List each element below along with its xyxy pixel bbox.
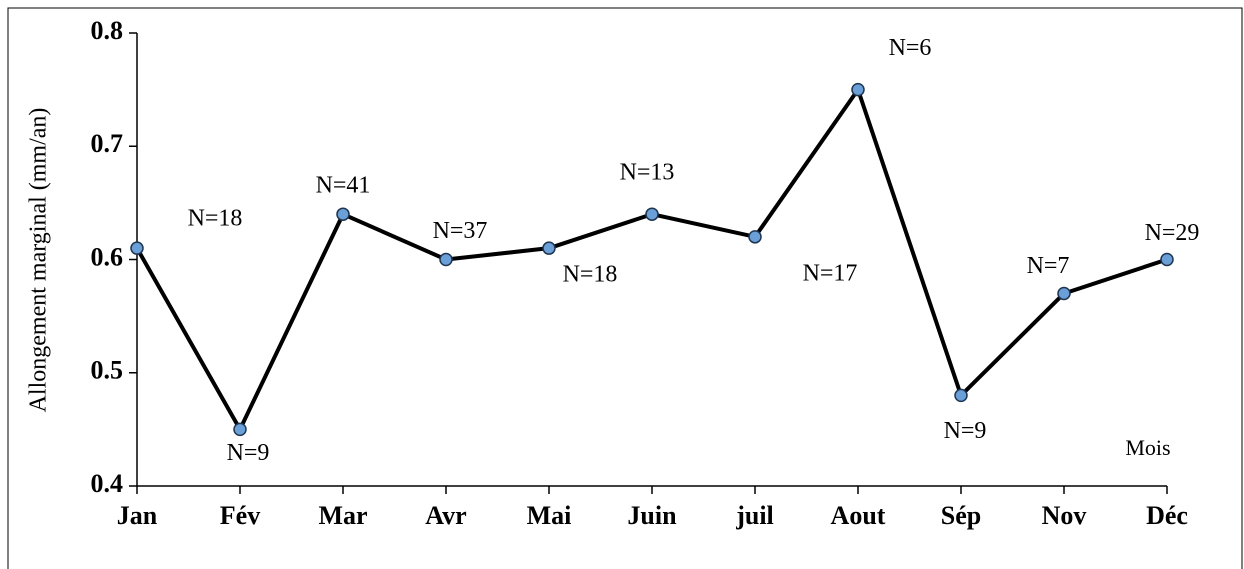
y-tick-label: 0.6 — [91, 242, 124, 271]
point-annotation: N=18 — [563, 262, 618, 288]
data-point — [954, 388, 968, 403]
point-annotation: N=13 — [620, 160, 675, 186]
data-point — [130, 241, 144, 255]
data-point — [1160, 252, 1174, 267]
x-tick-label: Sép — [941, 501, 981, 530]
data-point — [1057, 286, 1071, 301]
point-annotation: N=17 — [803, 260, 858, 286]
x-tick-label: Déc — [1146, 501, 1188, 530]
data-point — [645, 207, 659, 221]
data-point — [439, 252, 453, 267]
point-annotation: N=6 — [889, 35, 932, 61]
x-tick-label: Aout — [831, 501, 886, 530]
point-annotation: N=9 — [944, 418, 987, 444]
x-tick-label: Jan — [117, 501, 158, 530]
point-annotation: N=18 — [188, 206, 243, 232]
point-annotation: N=7 — [1027, 253, 1070, 279]
point-annotation: N=29 — [1145, 220, 1200, 246]
data-point — [233, 422, 247, 437]
data-point — [542, 241, 556, 255]
data-point — [851, 82, 865, 97]
x-tick-label: Nov — [1042, 501, 1087, 530]
x-tick-label: Mai — [527, 501, 572, 530]
data-point — [748, 230, 762, 244]
frame — [7, 7, 1243, 569]
x-tick-label: juil — [735, 501, 774, 530]
x-axis-label: Mois — [1125, 435, 1170, 460]
y-tick-label: 0.5 — [91, 356, 124, 385]
x-tick-label: Juin — [627, 501, 677, 530]
y-tick-label: 0.7 — [91, 129, 124, 158]
data-point — [336, 207, 350, 221]
point-annotation: N=41 — [316, 173, 371, 199]
x-tick-label: Avr — [425, 501, 466, 530]
y-tick-label: 0.8 — [91, 16, 124, 45]
y-tick-label: 0.4 — [91, 469, 124, 498]
point-annotation: N=9 — [227, 440, 270, 466]
x-tick-label: Mar — [318, 501, 367, 530]
y-axis-label: Allongement marginal (mm/an) — [26, 108, 52, 413]
point-annotation: N=37 — [433, 218, 488, 244]
x-tick-label: Fév — [220, 501, 260, 530]
data-line — [135, 87, 1168, 432]
